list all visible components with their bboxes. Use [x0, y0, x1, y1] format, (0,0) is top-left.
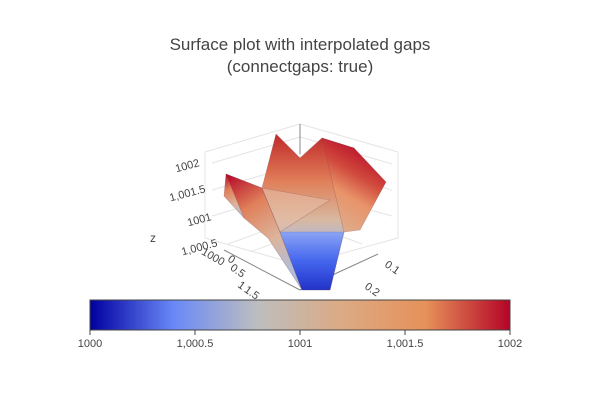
x-axis: 0.1 0.2	[362, 259, 401, 300]
surface-right-wing	[321, 137, 387, 233]
colorbar-tick-label: 1002	[498, 338, 522, 350]
colorbar-ticks: 1000 1,000.5 1001 1,001.5 1002	[78, 330, 522, 350]
surface-shade	[261, 187, 331, 233]
y-tick-label: 0	[225, 253, 237, 266]
colorbar-fill	[89, 299, 511, 331]
z-axis: 1002 1,001.5 1001 1,000.5 1000 z	[150, 157, 227, 268]
z-axis-title: z	[150, 231, 156, 245]
z-tick-label: 1001	[186, 211, 213, 229]
x-tick-label: 0.1	[382, 259, 401, 278]
colorbar-tick-label: 1,001.5	[387, 338, 424, 350]
chart-title-line-2: (connectgaps: true)	[226, 57, 374, 76]
colorbar-tick-label: 1,000.5	[177, 338, 214, 350]
chart-title: Surface plot with interpolated gaps (con…	[0, 34, 600, 78]
surface-mesh	[223, 133, 387, 291]
colorbar-tick-label: 1000	[78, 338, 102, 350]
surface-bottom-tip	[279, 231, 345, 291]
colorbar: 1000 1,000.5 1001 1,001.5 1002	[78, 299, 522, 350]
chart-title-line-1: Surface plot with interpolated gaps	[169, 35, 431, 54]
x-tick-label: 0.2	[362, 281, 381, 300]
y-tick-label: 1	[235, 279, 247, 292]
colorbar-tick-label: 1001	[288, 338, 312, 350]
z-tick-label: 1000	[199, 246, 226, 269]
z-tick-label: 1,001.5	[168, 183, 207, 204]
z-tick-label: 1002	[174, 157, 201, 175]
